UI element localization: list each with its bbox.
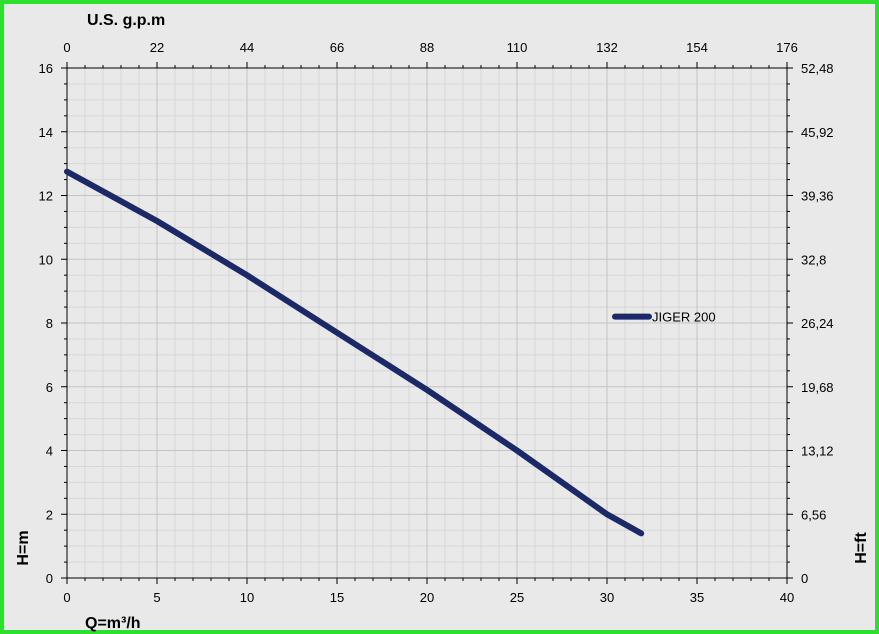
top-tick-label: 22 xyxy=(150,40,164,55)
left-tick-label: 2 xyxy=(46,507,53,522)
left-tick-label: 6 xyxy=(46,380,53,395)
right-tick-label: 39,36 xyxy=(801,189,834,204)
top-tick-label: 154 xyxy=(686,40,708,55)
right-tick-label: 6,56 xyxy=(801,507,826,522)
right-tick-label: 45,92 xyxy=(801,125,834,140)
right-axis-title: H=ft xyxy=(853,532,870,564)
top-tick-label: 132 xyxy=(596,40,618,55)
top-tick-label: 176 xyxy=(776,40,798,55)
right-tick-label: 0 xyxy=(801,571,808,586)
bottom-tick-label: 0 xyxy=(63,590,70,605)
right-tick-label: 52,48 xyxy=(801,61,834,76)
bottom-tick-label: 40 xyxy=(780,590,794,605)
left-tick-label: 8 xyxy=(46,316,53,331)
left-tick-label: 0 xyxy=(46,571,53,586)
bottom-tick-label: 15 xyxy=(330,590,344,605)
top-tick-label: 88 xyxy=(420,40,434,55)
right-tick-label: 19,68 xyxy=(801,380,834,395)
bottom-axis-title: Q=m³/h xyxy=(85,615,141,632)
top-tick-label: 44 xyxy=(240,40,254,55)
right-tick-label: 13,12 xyxy=(801,444,834,459)
left-tick-label: 12 xyxy=(39,189,53,204)
legend-label: JIGER 200 xyxy=(652,310,716,325)
top-tick-label: 66 xyxy=(330,40,344,55)
left-tick-label: 16 xyxy=(39,61,53,76)
top-tick-label: 110 xyxy=(507,40,528,55)
right-tick-label: 32,8 xyxy=(801,252,826,267)
bottom-tick-label: 5 xyxy=(153,590,160,605)
series-layer xyxy=(64,168,645,537)
tick-marks xyxy=(61,62,793,584)
left-tick-label: 4 xyxy=(46,444,53,459)
left-tick-label: 14 xyxy=(39,125,53,140)
right-tick-label: 26,24 xyxy=(801,316,834,331)
bottom-tick-label: 35 xyxy=(690,590,704,605)
top-axis-title: U.S. g.p.m xyxy=(87,12,165,29)
top-tick-label: 0 xyxy=(63,40,70,55)
bottom-tick-label: 20 xyxy=(420,590,434,605)
series-line xyxy=(64,168,645,537)
bottom-tick-label: 30 xyxy=(600,590,614,605)
left-axis-title: H=m xyxy=(15,530,32,565)
tick-labels: 0 5 10 15 20 25 30 35 400 22 44 66 88 110 132 154 176024… xyxy=(39,40,834,605)
grid-major xyxy=(67,68,787,578)
bottom-tick-label: 10 xyxy=(240,590,254,605)
legend: JIGER 200 xyxy=(612,310,716,325)
bottom-tick-label: 25 xyxy=(510,590,524,605)
left-tick-label: 10 xyxy=(39,252,53,267)
